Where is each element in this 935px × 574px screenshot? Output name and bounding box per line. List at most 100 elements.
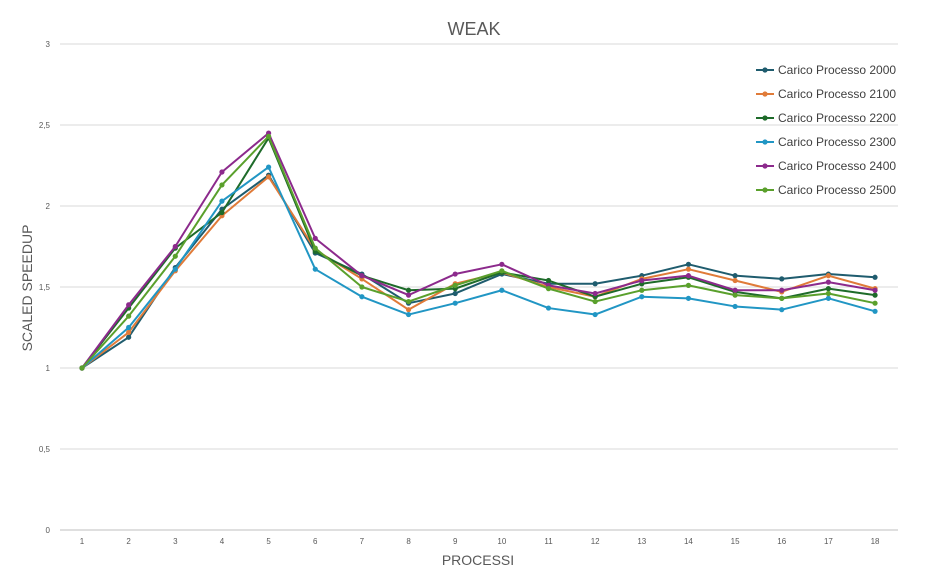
data-point — [545, 277, 552, 284]
data-point — [359, 284, 365, 290]
data-point — [825, 273, 832, 279]
x-tick-label: 1 — [80, 537, 85, 546]
series-carico-processo-2500 — [79, 133, 878, 371]
data-point — [266, 133, 272, 139]
x-tick-label: 18 — [871, 537, 880, 546]
y-tick-label: 2,5 — [39, 121, 51, 130]
data-point — [452, 290, 458, 297]
data-point — [872, 274, 878, 280]
data-point — [359, 273, 365, 279]
data-point — [732, 303, 738, 310]
data-point — [592, 298, 598, 305]
data-point — [172, 243, 178, 250]
x-tick-label: 12 — [591, 537, 600, 546]
legend: Carico Processo 2000 Carico Processo 2100… — [756, 63, 896, 197]
legend-swatch-marker — [762, 67, 768, 73]
data-point — [685, 282, 692, 288]
y-axis-title: SCALED SPEEDUP — [19, 225, 35, 352]
data-point — [499, 261, 505, 267]
series-carico-processo-2400 — [79, 130, 878, 371]
x-tick-label: 16 — [777, 537, 786, 546]
data-point — [126, 329, 132, 335]
x-tick-label: 14 — [684, 537, 693, 546]
data-point — [219, 182, 225, 188]
y-tick-label: 0,5 — [39, 445, 51, 454]
data-point — [685, 295, 692, 301]
series-line — [81, 132, 876, 369]
data-point — [219, 198, 225, 204]
series-group — [79, 130, 878, 371]
x-tick-label: 11 — [544, 537, 553, 546]
y-tick-label: 1 — [46, 364, 51, 373]
data-point — [545, 305, 552, 311]
legend-label: Carico Processo 2100 — [778, 87, 896, 101]
x-tick-label: 15 — [731, 537, 740, 546]
data-point — [219, 209, 225, 216]
data-point — [779, 287, 785, 293]
data-point — [126, 324, 132, 331]
data-point — [732, 287, 738, 293]
legend-label: Carico Processo 2500 — [778, 183, 896, 197]
x-tick-label: 8 — [406, 537, 411, 546]
data-point — [685, 273, 692, 279]
legend-label: Carico Processo 2300 — [778, 135, 896, 149]
series-line — [81, 166, 876, 369]
legend-label: Carico Processo 2200 — [778, 111, 896, 125]
legend-item: Carico Processo 2500 — [756, 183, 896, 197]
data-point — [872, 287, 878, 293]
data-point — [405, 287, 412, 293]
series-carico-processo-2000 — [79, 172, 878, 371]
legend-item: Carico Processo 2300 — [756, 135, 896, 149]
legend-item: Carico Processo 2400 — [756, 159, 896, 173]
legend-label: Carico Processo 2000 — [778, 63, 896, 77]
y-tick-label: 1,5 — [39, 283, 51, 292]
data-point — [172, 253, 178, 259]
data-point — [499, 268, 505, 274]
x-tick-label: 6 — [313, 537, 318, 546]
x-tick-label: 13 — [637, 537, 646, 546]
x-tick-label: 9 — [453, 537, 458, 546]
data-point — [405, 307, 412, 313]
data-point — [405, 292, 412, 298]
legend-label: Carico Processo 2400 — [778, 159, 896, 173]
data-point — [825, 295, 832, 301]
x-tick-label: 4 — [220, 537, 225, 546]
legend-swatch-marker — [762, 187, 768, 193]
data-point — [312, 266, 318, 272]
data-point — [452, 271, 458, 277]
x-axis-title: PROCESSI — [442, 552, 514, 568]
data-point — [685, 261, 692, 267]
data-point — [639, 277, 645, 284]
data-point — [172, 266, 178, 272]
data-point — [126, 313, 132, 319]
data-point — [732, 273, 738, 279]
data-point — [825, 290, 832, 297]
data-point — [79, 365, 85, 371]
x-tick-label: 2 — [126, 537, 131, 546]
data-point — [545, 286, 552, 292]
x-tick-label: 3 — [173, 537, 178, 546]
x-tick-label: 17 — [824, 537, 833, 546]
chart-title: WEAK — [447, 19, 500, 39]
data-point — [825, 286, 832, 292]
legend-swatch-marker — [762, 91, 768, 97]
series-carico-processo-2100 — [79, 174, 878, 371]
data-point — [405, 311, 412, 318]
series-line — [81, 136, 876, 369]
data-point — [405, 298, 412, 305]
y-tick-label: 3 — [46, 40, 51, 49]
data-point — [639, 287, 645, 293]
data-point — [685, 266, 692, 272]
data-point — [312, 235, 318, 241]
series-carico-processo-2300 — [79, 164, 878, 371]
y-tick-label: 2 — [46, 202, 51, 211]
y-axis-ticks: 0 0,5 1 1,5 2 2,5 3 — [39, 40, 51, 535]
x-tick-label: 10 — [497, 537, 506, 546]
x-tick-label: 7 — [360, 537, 365, 546]
gridlines — [60, 43, 898, 531]
data-point — [732, 277, 738, 284]
data-point — [779, 307, 785, 313]
data-point — [872, 308, 878, 314]
data-point — [872, 292, 878, 298]
